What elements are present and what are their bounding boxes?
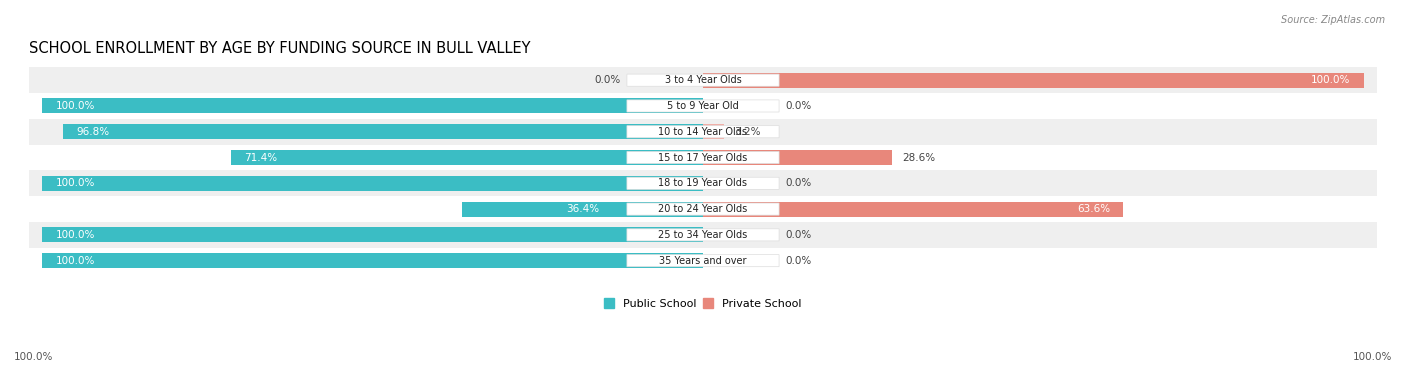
Text: 0.0%: 0.0% (595, 75, 620, 85)
Text: 3 to 4 Year Olds: 3 to 4 Year Olds (665, 75, 741, 85)
Bar (703, 202, 1123, 216)
Text: 0.0%: 0.0% (786, 178, 811, 188)
Text: 63.6%: 63.6% (1077, 204, 1109, 214)
Text: SCHOOL ENROLLMENT BY AGE BY FUNDING SOURCE IN BULL VALLEY: SCHOOL ENROLLMENT BY AGE BY FUNDING SOUR… (30, 41, 530, 57)
Text: 100.0%: 100.0% (55, 101, 94, 111)
Bar (463, 202, 703, 216)
Bar (703, 124, 724, 139)
Legend: Public School, Private School: Public School, Private School (600, 294, 806, 313)
FancyBboxPatch shape (627, 254, 779, 267)
Bar (42, 227, 703, 242)
Text: 100.0%: 100.0% (55, 230, 94, 240)
Bar (703, 73, 1364, 87)
Bar (30, 222, 1376, 248)
Text: 18 to 19 Year Olds: 18 to 19 Year Olds (658, 178, 748, 188)
Text: 100.0%: 100.0% (55, 178, 94, 188)
Bar (231, 150, 703, 165)
Bar (42, 253, 703, 268)
FancyBboxPatch shape (627, 74, 779, 86)
FancyBboxPatch shape (627, 177, 779, 189)
Bar (42, 176, 703, 191)
Text: 0.0%: 0.0% (786, 230, 811, 240)
FancyBboxPatch shape (627, 126, 779, 138)
Text: 100.0%: 100.0% (1312, 75, 1351, 85)
Text: 36.4%: 36.4% (567, 204, 599, 214)
FancyBboxPatch shape (627, 203, 779, 215)
Text: 15 to 17 Year Olds: 15 to 17 Year Olds (658, 153, 748, 162)
Text: 10 to 14 Year Olds: 10 to 14 Year Olds (658, 127, 748, 137)
Text: 0.0%: 0.0% (786, 101, 811, 111)
Text: 5 to 9 Year Old: 5 to 9 Year Old (666, 101, 740, 111)
Text: 71.4%: 71.4% (245, 153, 277, 162)
Text: 100.0%: 100.0% (14, 352, 53, 362)
Bar (30, 248, 1376, 274)
Text: 100.0%: 100.0% (1353, 352, 1392, 362)
Text: 35 Years and over: 35 Years and over (659, 256, 747, 266)
Bar (30, 196, 1376, 222)
Text: 0.0%: 0.0% (786, 256, 811, 266)
Bar (703, 150, 891, 165)
Text: 20 to 24 Year Olds: 20 to 24 Year Olds (658, 204, 748, 214)
Bar (30, 119, 1376, 145)
Bar (30, 67, 1376, 93)
FancyBboxPatch shape (627, 152, 779, 164)
Bar (63, 124, 703, 139)
Bar (42, 98, 703, 113)
Text: 96.8%: 96.8% (77, 127, 110, 137)
Bar (30, 170, 1376, 196)
FancyBboxPatch shape (627, 229, 779, 241)
Bar (30, 145, 1376, 170)
Text: 100.0%: 100.0% (55, 256, 94, 266)
Bar (30, 93, 1376, 119)
Text: Source: ZipAtlas.com: Source: ZipAtlas.com (1281, 15, 1385, 25)
Text: 28.6%: 28.6% (901, 153, 935, 162)
Text: 25 to 34 Year Olds: 25 to 34 Year Olds (658, 230, 748, 240)
FancyBboxPatch shape (627, 100, 779, 112)
Text: 3.2%: 3.2% (734, 127, 761, 137)
